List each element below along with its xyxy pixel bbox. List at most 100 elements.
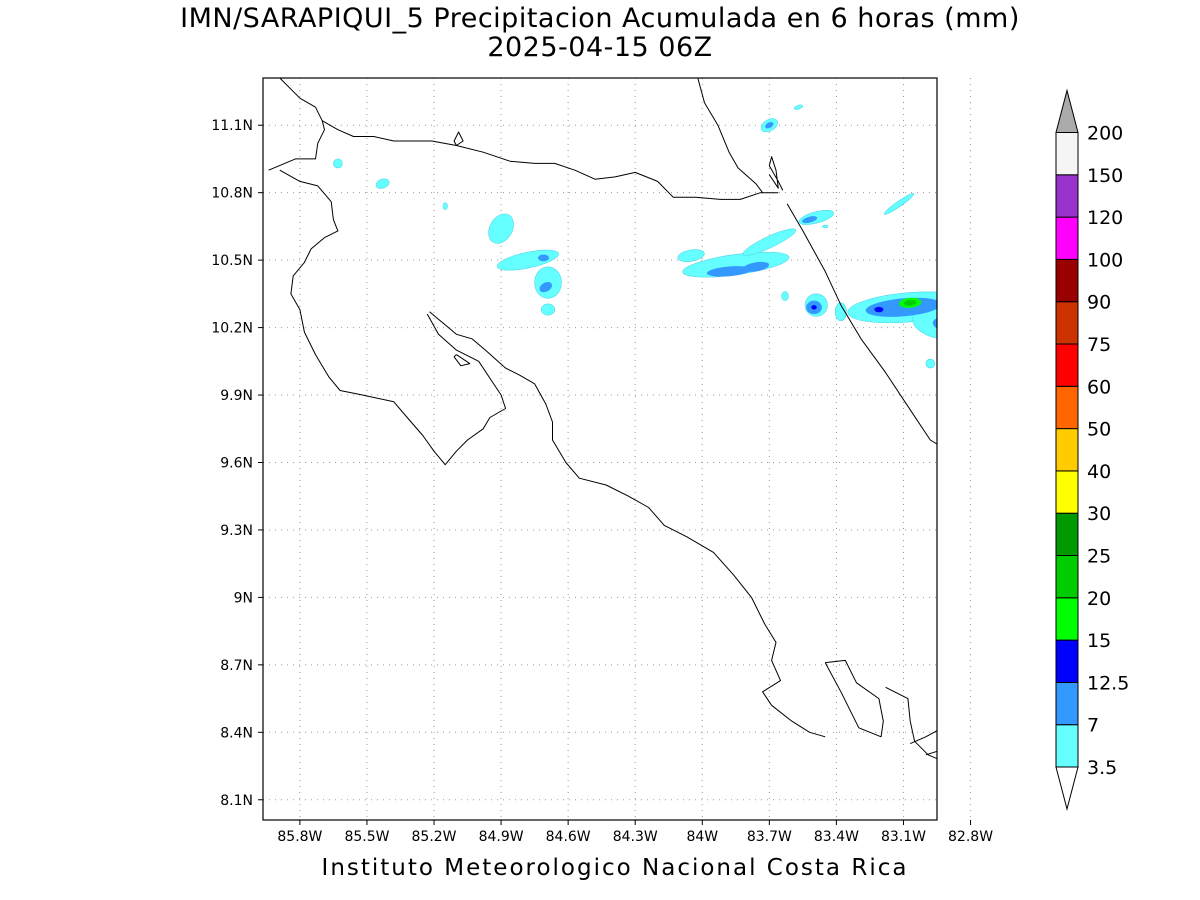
- precip-contour-1: [742, 261, 770, 272]
- precip-contour-2: [811, 305, 817, 310]
- legend-swatch: [1055, 174, 1079, 218]
- precip-contour-0: [781, 291, 789, 301]
- precip-contour-0: [793, 104, 803, 110]
- legend-swatch: [1055, 681, 1079, 726]
- legend-label: 12.5: [1087, 672, 1129, 694]
- legend-label: 20: [1087, 588, 1111, 610]
- precip-contour-1: [801, 216, 818, 224]
- y-tick-label: 9N: [234, 590, 253, 606]
- legend-swatch: [1055, 258, 1079, 303]
- precip-contour-1: [865, 297, 937, 317]
- legend-label: 120: [1087, 207, 1123, 229]
- legend-swatch: [1055, 555, 1079, 599]
- y-tick-label: 11.1N: [211, 118, 253, 134]
- legend-label: 7: [1087, 715, 1099, 737]
- coastline-segment: [824, 659, 884, 738]
- precip-contour-0: [442, 202, 448, 210]
- longitude-ticks: 85.8W 85.5W 85.2W 84.9W 84.6W 84.3W 84W 83.7W 83…: [277, 820, 993, 845]
- precip-contour-0: [541, 303, 556, 316]
- legend-label: 50: [1087, 419, 1111, 441]
- x-tick-label: 85.5W: [344, 829, 389, 845]
- x-tick-label: 83.4W: [814, 829, 859, 845]
- coastline-segment: [910, 730, 937, 756]
- precip-contour-0: [677, 249, 705, 262]
- x-tick-label: 85.2W: [412, 829, 457, 845]
- coastline-borders: [268, 78, 1026, 818]
- y-tick-label: 8.7N: [220, 658, 253, 674]
- precip-contour-0: [975, 250, 989, 262]
- coastline-segment: [697, 78, 764, 193]
- precip-contour-0: [375, 178, 390, 189]
- legend-swatch: [1055, 216, 1079, 260]
- legend-swatch: [1055, 512, 1079, 557]
- precip-contour-0: [488, 213, 514, 244]
- legend-swatch: [1055, 132, 1079, 176]
- lat-lon-gridlines: [263, 78, 972, 820]
- legend-swatch: [1055, 470, 1079, 514]
- plot-frame: [262, 77, 938, 821]
- y-tick-label: 9.6N: [220, 455, 253, 471]
- y-tick-label: 10.2N: [211, 321, 253, 337]
- legend-label: 60: [1087, 376, 1111, 398]
- y-tick-label: 10.8N: [211, 186, 253, 202]
- coastline-segment: [939, 463, 1020, 818]
- x-tick-label: 84.9W: [479, 829, 524, 845]
- y-tick-label: 8.4N: [220, 725, 253, 741]
- precip-contour-4: [903, 299, 917, 306]
- legend-over-arrow: [1055, 88, 1079, 133]
- y-tick-label: 9.9N: [220, 388, 253, 404]
- legend-swatch: [1055, 385, 1079, 430]
- legend-label: 90: [1087, 292, 1111, 314]
- coastline-segment: [279, 169, 506, 466]
- coastline-segment: [768, 156, 784, 191]
- y-tick-label: 9.3N: [220, 523, 253, 539]
- coastline-segment: [959, 750, 1026, 759]
- legend-label: 75: [1087, 334, 1111, 356]
- legend-swatch: [1055, 428, 1079, 472]
- x-tick-label: 82.8W: [948, 829, 993, 845]
- legend-label: 30: [1087, 503, 1111, 525]
- legend-swatch: [1055, 724, 1079, 768]
- precip-contour-1: [537, 254, 550, 262]
- precip-contour-0: [742, 228, 797, 256]
- precip-contour-1: [765, 121, 774, 129]
- map-title: IMN/SARAPIQUI_5 Precipitacion Acumulada …: [180, 3, 1020, 34]
- legend-under-arrow: [1055, 766, 1079, 811]
- coastline-segment: [279, 78, 779, 200]
- precip-contour-0: [883, 193, 915, 215]
- map-subtitle-date: 2025-04-15 06Z: [487, 32, 713, 63]
- legend-label: 100: [1087, 249, 1123, 271]
- coastline-segment: [268, 120, 325, 171]
- legend-label: 40: [1087, 461, 1111, 483]
- coastline-segment: [885, 686, 937, 760]
- legend-swatch: [1055, 343, 1079, 387]
- precip-contour-0: [961, 145, 1015, 185]
- x-tick-label: 84.6W: [546, 829, 591, 845]
- y-tick-label: 8.1N: [220, 793, 253, 809]
- y-tick-label: 10.5N: [211, 253, 253, 269]
- legend-swatch: [1055, 597, 1079, 641]
- x-tick-label: 85.8W: [277, 829, 322, 845]
- legend-label: 25: [1087, 546, 1111, 568]
- precip-contour-0: [912, 306, 937, 340]
- precip-contour-0: [333, 158, 343, 169]
- precip-contour-0: [967, 334, 979, 353]
- x-tick-label: 83.1W: [881, 829, 926, 845]
- legend-swatch: [1055, 639, 1079, 683]
- x-tick-label: 84.3W: [613, 829, 658, 845]
- coastline-segment: [429, 311, 826, 738]
- precip-contour-2: [959, 323, 964, 327]
- x-tick-label: 83.7W: [747, 829, 792, 845]
- legend-label: 200: [1087, 123, 1123, 145]
- latitude-ticks: 11.1N 10.8N 10.5N 10.2N 9.9N 9.6N 9.3N 9N 8.7N 8.…: [211, 118, 263, 809]
- precip-contour-0: [925, 358, 936, 369]
- precip-contour-2: [874, 306, 884, 313]
- precip-contour-0: [822, 224, 829, 229]
- legend-label: 3.5: [1087, 757, 1117, 779]
- precip-contour-1: [706, 266, 752, 277]
- footer-credit: Instituto Meteorologico Nacional Costa R…: [321, 855, 909, 881]
- coastline-segment: [426, 313, 507, 409]
- precip-contour-1: [539, 281, 553, 293]
- color-legend: 3.5 7 12.5 15 20 25 30 40 50 60 75 90 100 120 150 200: [1055, 88, 1129, 811]
